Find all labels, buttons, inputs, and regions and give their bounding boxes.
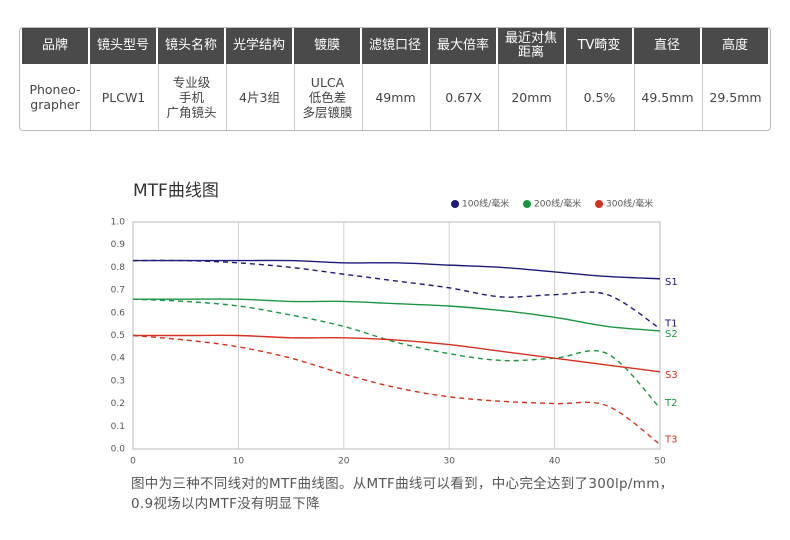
mtf-line bbox=[132, 298, 661, 409]
header-cell: 最近对焦 距离 bbox=[498, 28, 564, 64]
legend-label: 100线/毫米 bbox=[462, 198, 509, 210]
y-tick-label: 0.9 bbox=[111, 240, 126, 250]
header-cell: 滤镜口径 bbox=[362, 28, 428, 64]
header-cell: 镀膜 bbox=[294, 28, 360, 64]
cell: 0.5% bbox=[566, 64, 632, 130]
series-end-label: T1 bbox=[664, 319, 677, 330]
header-cell: 直径 bbox=[634, 28, 700, 64]
header-cell: 镜头型号 bbox=[90, 28, 156, 64]
mtf-line bbox=[133, 298, 661, 332]
header-cell: 高度 bbox=[702, 28, 768, 64]
y-tick-label: 0.0 bbox=[111, 445, 126, 455]
y-tick-label: 1.0 bbox=[111, 218, 126, 228]
series-end-label: S2 bbox=[665, 329, 678, 340]
y-tick-label: 0.1 bbox=[111, 422, 125, 432]
cell: 49mm bbox=[362, 64, 428, 130]
x-tick-label: 40 bbox=[549, 457, 561, 467]
series-end-label: S3 bbox=[665, 370, 678, 381]
mtf-line bbox=[132, 334, 661, 446]
cell: 4片3组 bbox=[226, 64, 292, 130]
x-tick-label: 50 bbox=[654, 457, 666, 467]
caption: 图中为三种不同线对的MTF曲线图。从MTF曲线可以看到，中心完全达到了300lp… bbox=[131, 476, 674, 512]
x-tick-label: 30 bbox=[443, 457, 455, 467]
table-body: Phoneo- grapher PLCW1 专业级 手机 广角镜头 4片3组 ULCA … bbox=[22, 64, 768, 130]
cell: ULCA 低色差 多层镀膜 bbox=[294, 64, 360, 130]
cell: Phoneo- grapher bbox=[29, 82, 81, 112]
y-tick-label: 0.7 bbox=[111, 286, 125, 296]
mtf-line bbox=[132, 259, 661, 330]
legend-label: 200线/毫米 bbox=[534, 198, 581, 210]
header-cell: 光学结构 bbox=[226, 28, 292, 64]
header-cell: TV畸变 bbox=[566, 28, 632, 64]
row: Phoneo- grapher PLCW1 专业级 手机 广角镜头 4片3组 ULCA … bbox=[22, 64, 768, 130]
legend-swatch bbox=[451, 200, 459, 208]
header-cell: 品牌 bbox=[22, 28, 88, 64]
cell: 49.5mm bbox=[634, 64, 700, 130]
mtf-line bbox=[132, 259, 661, 280]
header-cell: 镜头名称 bbox=[158, 28, 224, 64]
cell: 20mm bbox=[498, 64, 564, 130]
cell: 专业级 手机 广角镜头 bbox=[158, 64, 224, 130]
cell: 29.5mm bbox=[702, 64, 768, 130]
y-tick-label: 0.8 bbox=[111, 263, 126, 273]
y-tick-label: 0.2 bbox=[111, 399, 125, 409]
x-tick-label: 0 bbox=[130, 457, 136, 467]
series-end-label: T3 bbox=[664, 434, 677, 445]
legend-swatch bbox=[595, 200, 603, 208]
chart-title: MTF曲线图 bbox=[133, 181, 219, 201]
legend-label: 300线/毫米 bbox=[606, 198, 653, 210]
x-tick-label: 20 bbox=[338, 457, 350, 467]
y-tick-label: 0.5 bbox=[111, 331, 125, 341]
legend-swatch bbox=[523, 200, 531, 208]
series-end-label: T2 bbox=[664, 398, 677, 409]
chart: MTF曲线图 0.0 0.1 0.2 0.3 0.4 0.5 0.6 0.7 0.8 0.9 1.0… bbox=[111, 181, 678, 467]
cell: PLCW1 bbox=[90, 64, 156, 130]
y-tick-label: 0.4 bbox=[111, 354, 126, 364]
series-end-label: S1 bbox=[665, 277, 678, 288]
y-tick-label: 0.3 bbox=[111, 376, 125, 386]
y-tick-label: 0.6 bbox=[111, 308, 126, 318]
mtf-line bbox=[132, 334, 661, 373]
header-row: 品牌 镜头型号 镜头名称 光学结构 镀膜 滤镜口径 最大倍率 最近对焦 距离 TV畸变 直径 高度 bbox=[22, 28, 768, 64]
x-tick-label: 10 bbox=[233, 457, 245, 467]
header-cell: 最大倍率 bbox=[430, 28, 496, 64]
spec-table: 品牌 镜头型号 镜头名称 光学结构 镀膜 滤镜口径 最大倍率 最近对焦 距离 TV畸变 直径 高度 P… bbox=[19, 27, 771, 131]
cell: 0.67X bbox=[430, 64, 496, 130]
